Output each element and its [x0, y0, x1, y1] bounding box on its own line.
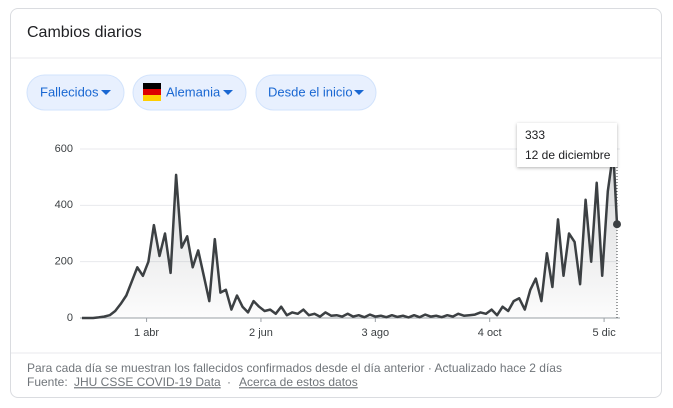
- dropdown-arrow: [354, 90, 364, 95]
- chip-label[interactable]: Alemania: [166, 84, 221, 99]
- x-tick-label: 2 jun: [249, 327, 273, 339]
- y-tick-label: 600: [55, 143, 73, 155]
- card: [10, 8, 662, 398]
- tooltip-value: 333: [525, 128, 545, 142]
- y-tick-label: 0: [67, 312, 73, 324]
- area: [82, 151, 617, 318]
- tooltip-date: 12 de diciembre: [525, 148, 611, 162]
- source-label: Fuente:: [27, 375, 68, 389]
- line: [82, 150, 619, 320]
- chip[interactable]: [26, 74, 125, 111]
- footer-note: Para cada día se muestran los fallecidos…: [27, 361, 562, 375]
- source-link[interactable]: JHU CSSE COVID-19 Data: [74, 375, 221, 389]
- chip[interactable]: [255, 74, 377, 111]
- title: Cambios diarios: [27, 24, 142, 41]
- separator: ·: [227, 375, 231, 389]
- plot: 0 200 400 600 1 abr 2 jun 3 ago 4 oct 5 dic 333 12…: [55, 123, 621, 339]
- flag-stripe: [143, 95, 161, 101]
- about-link[interactable]: Acerca de estos datos: [239, 375, 358, 389]
- x-tick-label: 1 abr: [134, 327, 159, 339]
- x-tick-label: 4 oct: [478, 327, 502, 339]
- hover-point: [613, 220, 621, 229]
- dropdown-arrow: [101, 90, 111, 95]
- y-tick-label: 200: [55, 256, 73, 268]
- x-tick-label: 5 dic: [592, 327, 616, 339]
- x-tick-label: 3 ago: [362, 327, 390, 339]
- chip[interactable]: [132, 74, 247, 111]
- y-tick-label: 400: [55, 199, 73, 211]
- chip-label[interactable]: Desde el inicio: [268, 84, 353, 99]
- flag-stripe: [143, 83, 161, 89]
- flag-stripe: [143, 89, 161, 95]
- chip-label[interactable]: Fallecidos: [40, 84, 99, 99]
- dropdown-arrow: [223, 90, 233, 95]
- tooltip: [517, 123, 617, 167]
